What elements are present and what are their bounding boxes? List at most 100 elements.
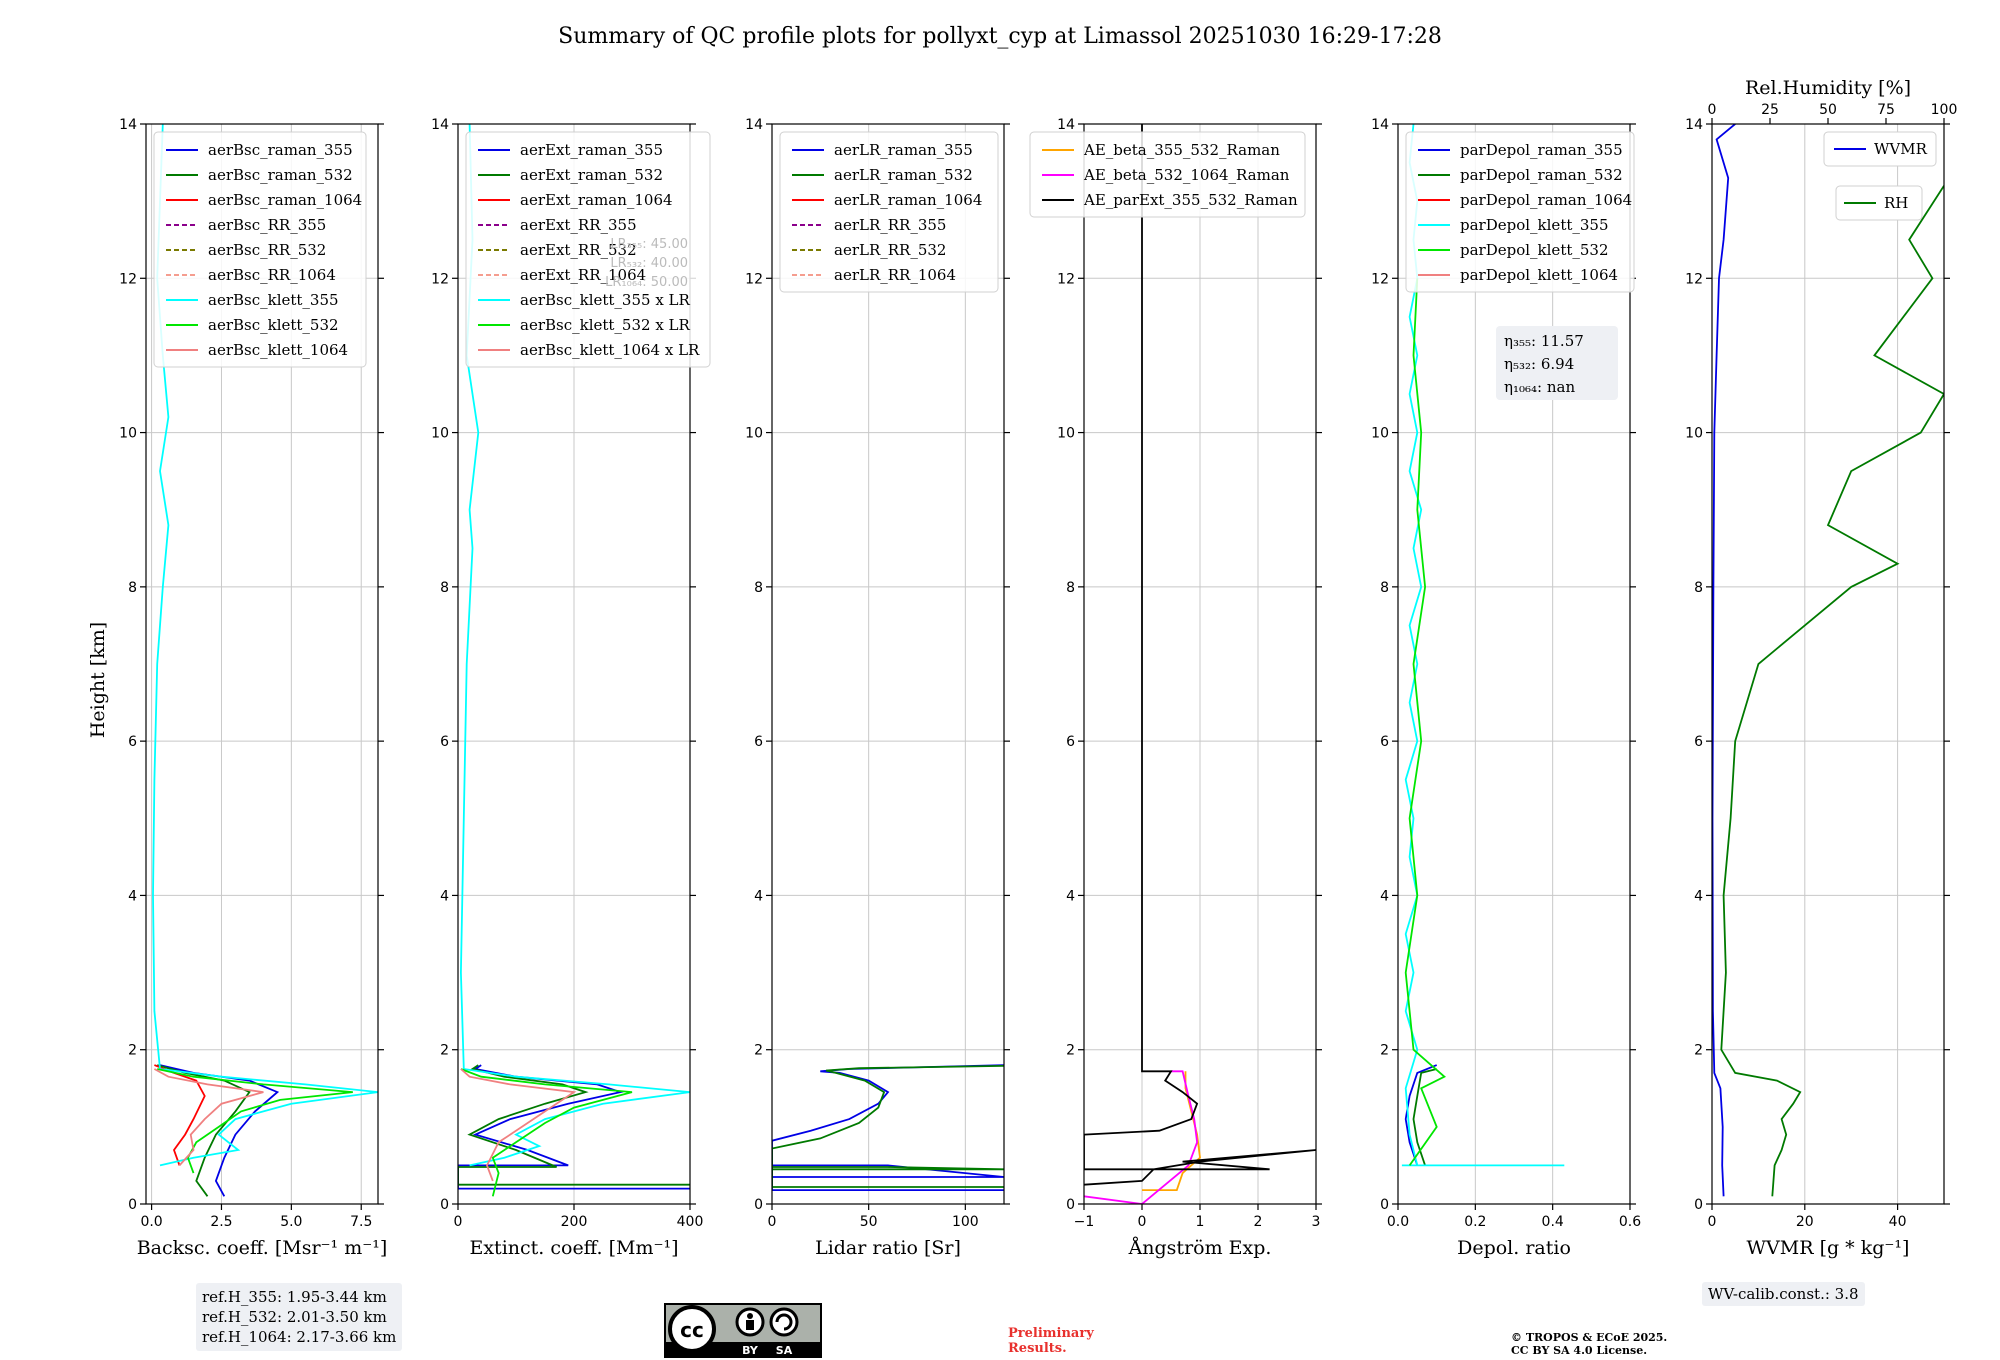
- ref-height-532: ref.H_532: 2.01-3.50 km: [202, 1308, 387, 1326]
- xtick-label-3: 0.6: [1619, 1214, 1641, 1230]
- xtick-label-1: 0: [1138, 1214, 1147, 1230]
- ytick-label-1: 2: [440, 1043, 449, 1059]
- ytick-label-0: 0: [1380, 1197, 1389, 1213]
- ytick-label-5: 10: [1371, 426, 1389, 442]
- series-parDepol_klett_355: [1401, 124, 1565, 1167]
- panel-frame: [1711, 123, 1945, 1205]
- cc-license-badge: cc BY SA: [664, 1303, 822, 1358]
- ytick-label-2: 4: [1380, 888, 1389, 904]
- cc-icon: [668, 1305, 716, 1353]
- y-axis-label: Height [km]: [87, 622, 109, 738]
- ytick-label-5: 10: [745, 426, 763, 442]
- top-xtick-label-0: 0: [1708, 102, 1717, 118]
- legend-label-aerLR_raman_355: aerLR_raman_355: [834, 141, 973, 159]
- legend-label-AE_beta_355_532_Raman: AE_beta_355_532_Raman: [1083, 141, 1280, 159]
- series-aerBsc_raman_1064: [154, 1064, 206, 1166]
- legend-box-wvmr: [1823, 131, 1937, 167]
- legend-label-aerExt_raman_355: aerExt_raman_355: [520, 141, 663, 159]
- ytick-label-7: 14: [1371, 117, 1389, 133]
- legend-label-aerBsc_klett_1064 x LR: aerBsc_klett_1064 x LR: [520, 341, 700, 359]
- series-group: [772, 1064, 1004, 1191]
- xtick-label-2: 100: [952, 1214, 979, 1230]
- xtick-label-0: 0: [1708, 1214, 1717, 1230]
- xtick-label-3: 7.5: [350, 1214, 372, 1230]
- panel-3: 0 2 4 6 8 10 12 14 0 50 100 Lidar ratio [Sr] aerLR_r…: [745, 117, 1010, 1259]
- ytick-label-1: 2: [128, 1043, 137, 1059]
- copyright-line-1: © TROPOS & ECoE 2025.: [1511, 1331, 1668, 1344]
- xtick-label-0: 0.0: [1387, 1214, 1409, 1230]
- ytick-label-3: 6: [754, 734, 763, 750]
- ytick-label-6: 12: [1057, 271, 1075, 287]
- x-axis-label: Ångström Exp.: [1128, 1237, 1272, 1259]
- series-parDepol_raman_532: [1412, 1068, 1437, 1166]
- panel-frame: [771, 123, 1005, 1205]
- legend-label-aerBsc_klett_1064: aerBsc_klett_1064: [208, 341, 348, 359]
- eta-note-2: η₁₀₆₄: nan: [1504, 378, 1575, 396]
- legend-label-aerBsc_RR_532: aerBsc_RR_532: [208, 241, 326, 259]
- xtick-label-0: −1: [1074, 1214, 1095, 1230]
- series-RH: [1720, 185, 1944, 1197]
- eta-note-1: η₅₃₂: 6.94: [1504, 355, 1574, 373]
- series-group: [458, 124, 690, 1197]
- ytick-label-1: 2: [1380, 1043, 1389, 1059]
- legend-label-aerExt_RR_1064: aerExt_RR_1064: [520, 266, 646, 284]
- legend-label-aerLR_RR_532: aerLR_RR_532: [834, 241, 946, 259]
- ytick-label-6: 12: [119, 271, 137, 287]
- ytick-label-6: 12: [745, 271, 763, 287]
- ytick-label-4: 8: [128, 580, 137, 596]
- copyright-line-2: CC BY SA 4.0 License.: [1511, 1344, 1648, 1357]
- ytick-label-0: 0: [440, 1197, 449, 1213]
- ytick-label-7: 14: [745, 117, 763, 133]
- lr-note-2: LR₁₀₆₄: 50.00: [605, 275, 688, 290]
- ytick-label-7: 14: [431, 117, 449, 133]
- legend-label-aerBsc_raman_532: aerBsc_raman_532: [208, 166, 353, 184]
- panel-frame: [145, 123, 379, 1205]
- series-aerBsc_raman_532: [156, 1064, 251, 1197]
- legend-label-parDepol_raman_355: parDepol_raman_355: [1460, 141, 1623, 159]
- ref-height-box: ref.H_355: 1.95-3.44 km ref.H_532: 2.01-…: [196, 1283, 403, 1351]
- wv-calib-box: WV-calib.const.: 3.8: [1702, 1282, 1865, 1306]
- legend-label-parDepol_klett_1064: parDepol_klett_1064: [1460, 266, 1618, 284]
- legend-box-rh: [1835, 185, 1923, 221]
- legend-label-parDepol_klett_355: parDepol_klett_355: [1460, 216, 1609, 234]
- ytick-label-2: 4: [754, 888, 763, 904]
- sa-arrow: [775, 1313, 793, 1331]
- ytick-label-4: 8: [754, 580, 763, 596]
- ytick-label-5: 10: [431, 426, 449, 442]
- ytick-label-3: 6: [1380, 734, 1389, 750]
- ytick-label-4: 8: [1066, 580, 1075, 596]
- legend-label-aerExt_raman_1064: aerExt_raman_1064: [520, 191, 673, 209]
- preliminary-line-2: Results.: [1008, 1341, 1067, 1356]
- series-aerBsc_klett_532 x LR: [460, 1068, 633, 1197]
- copyright-note: © TROPOS & ECoE 2025. CC BY SA 4.0 Licen…: [1511, 1331, 1667, 1357]
- series-aerExt_raman_532: [458, 1064, 690, 1186]
- xtick-label-2: 40: [1889, 1214, 1907, 1230]
- xtick-label-1: 200: [561, 1214, 588, 1230]
- xtick-label-1: 0.2: [1464, 1214, 1486, 1230]
- ytick-label-7: 14: [1685, 117, 1703, 133]
- cc-icon-text: cc: [680, 1318, 704, 1342]
- series-group: [1712, 124, 1944, 1197]
- ytick-label-5: 10: [1685, 426, 1703, 442]
- x-axis-label: Backsc. coeff. [Msr⁻¹ m⁻¹]: [137, 1237, 388, 1259]
- legend-label-aerBsc_klett_532 x LR: aerBsc_klett_532 x LR: [520, 316, 691, 334]
- legend-label-aerBsc_RR_1064: aerBsc_RR_1064: [208, 266, 336, 284]
- series-aerBsc_klett_355 x LR: [459, 124, 690, 1167]
- legend-label-parDepol_raman_1064: parDepol_raman_1064: [1460, 191, 1632, 209]
- series-aerBsc_klett_532: [157, 1068, 353, 1174]
- xtick-label-1: 20: [1796, 1214, 1814, 1230]
- series-aerLR_raman_532: [772, 1065, 1004, 1188]
- legend-label-aerBsc_raman_355: aerBsc_raman_355: [208, 141, 353, 159]
- series-aerBsc_klett_1064: [153, 1068, 264, 1167]
- xtick-label-2: 400: [677, 1214, 704, 1230]
- top-xtick-label-3: 75: [1877, 102, 1895, 118]
- ytick-label-1: 2: [754, 1043, 763, 1059]
- ytick-label-4: 8: [1380, 580, 1389, 596]
- series-aerBsc_klett_1064 x LR: [460, 1068, 577, 1182]
- xtick-label-0: 0.0: [140, 1214, 162, 1230]
- ytick-label-2: 4: [440, 888, 449, 904]
- legend-label-aerExt_raman_532: aerExt_raman_532: [520, 166, 663, 184]
- series-AE_beta_532_1064_Raman: [1084, 1070, 1199, 1204]
